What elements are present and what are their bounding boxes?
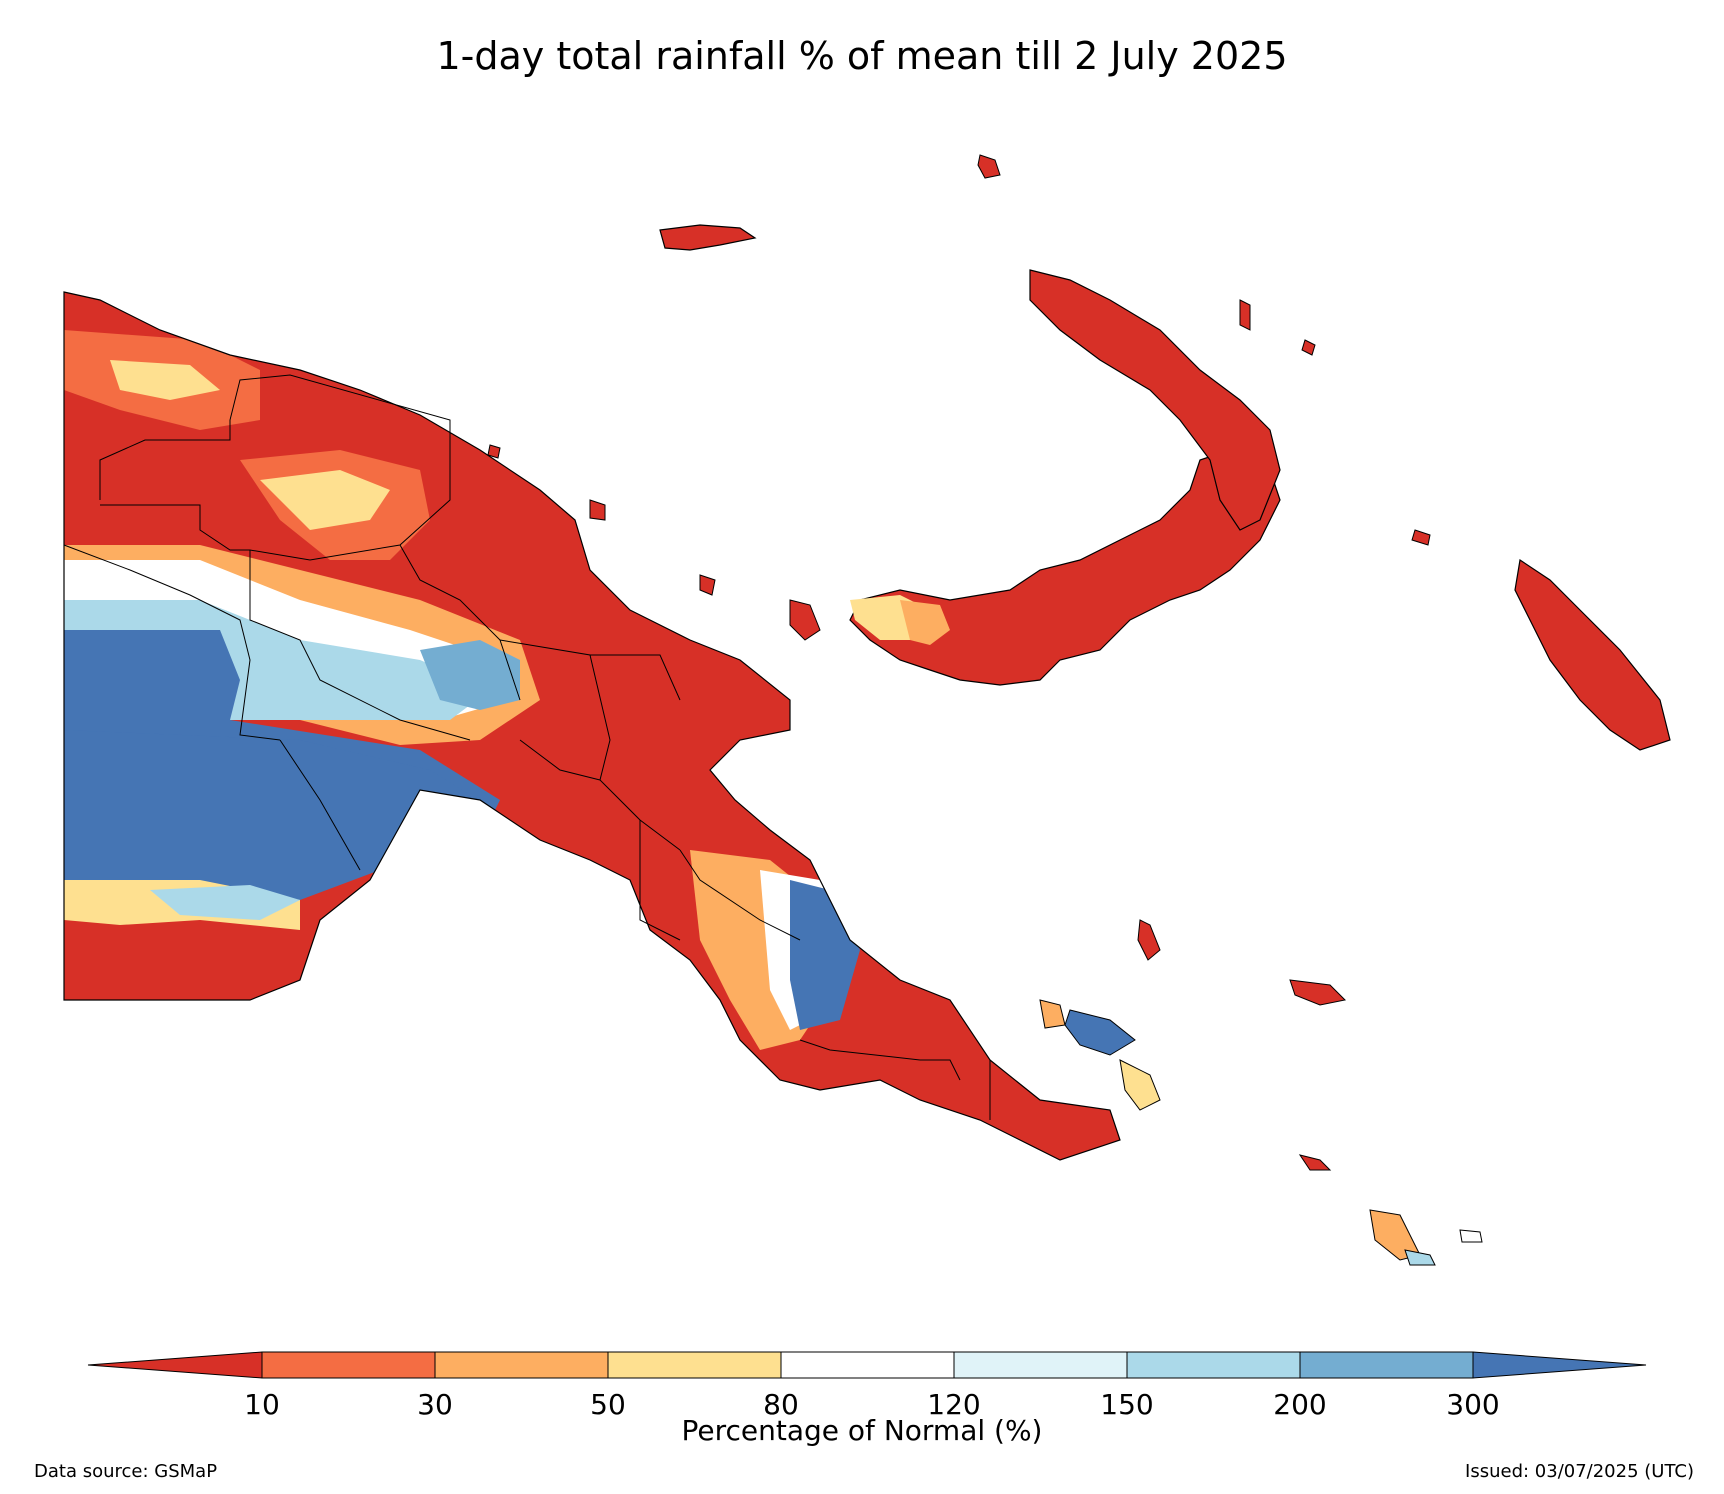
data-source-text: Data source: GSMaP (34, 1461, 218, 1482)
rossel-island (1404, 1249, 1436, 1266)
milne-bay-yellow-island (1119, 1059, 1161, 1111)
southwest-lightblue-edge (150, 885, 300, 920)
colorbar-max-arrow (1472, 1351, 1647, 1379)
mainland (63, 291, 1121, 1161)
colorbar-tick-30: 30 (417, 1388, 453, 1421)
central-yellow-patch (260, 470, 390, 530)
milne-bay-blue-island (1064, 1009, 1136, 1056)
colorbar-tick-300: 300 (1446, 1388, 1500, 1421)
colorbar-bin-50-80 (607, 1351, 782, 1379)
map-title: 1-day total rainfall % of mean till 2 Ju… (436, 34, 1288, 78)
milne-bay-orange-island (1039, 999, 1066, 1029)
colorbar-tick-150: 150 (1100, 1388, 1154, 1421)
colorbar-bin-120-150 (953, 1351, 1128, 1379)
colorbar-tick-50: 50 (590, 1388, 626, 1421)
colorbar-tick-200: 200 (1273, 1388, 1327, 1421)
rainfall-map (63, 154, 1671, 1266)
new-britain-island (849, 449, 1281, 686)
province-borders (63, 374, 991, 1120)
colorbar-bin-200-300 (1299, 1351, 1474, 1379)
colorbar-bin-80-120 (780, 1351, 955, 1379)
colorbar (87, 1351, 1647, 1379)
new-ireland-island (1029, 269, 1281, 531)
colorbar-tick-120: 120 (927, 1388, 981, 1421)
north-yellow-patch (110, 360, 220, 400)
colorbar-bin-150-200 (1126, 1351, 1301, 1379)
manus-island (659, 224, 757, 251)
colorbar-label: Percentage of Normal (%) (681, 1414, 1043, 1447)
colorbar-min-arrow (87, 1351, 263, 1379)
colorbar-bin-10-30 (261, 1351, 436, 1379)
new-britain-west-orange (900, 600, 950, 645)
bougainville-island (1514, 558, 1671, 751)
small-islands (487, 154, 1483, 1266)
central-blue-pocket (420, 640, 520, 710)
issued-date-text: Issued: 03/07/2025 (UTC) (1465, 1461, 1694, 1482)
colorbar-bin-30-50 (434, 1351, 609, 1379)
colorbar-tick-10: 10 (244, 1388, 280, 1421)
colorbar-tick-80: 80 (763, 1388, 799, 1421)
